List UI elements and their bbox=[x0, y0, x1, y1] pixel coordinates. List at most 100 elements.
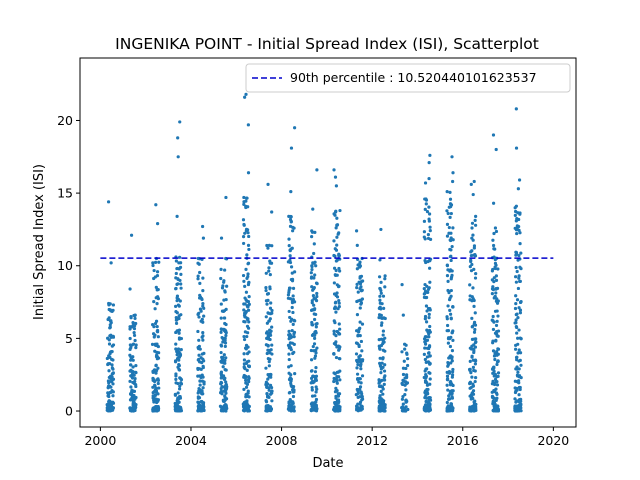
scatter-point bbox=[197, 408, 201, 412]
scatter-point bbox=[519, 363, 523, 367]
scatter-point bbox=[335, 374, 339, 379]
scatter-point bbox=[359, 367, 363, 371]
scatter-point bbox=[290, 329, 294, 333]
scatter-point bbox=[174, 342, 178, 346]
scatter-point bbox=[446, 397, 451, 401]
scatter-point bbox=[496, 314, 500, 318]
scatter-point bbox=[381, 392, 385, 396]
scatter-point bbox=[270, 343, 274, 347]
scatter-point bbox=[155, 288, 159, 292]
scatter-point bbox=[494, 338, 498, 342]
scatter-point bbox=[494, 398, 498, 402]
scatter-point bbox=[109, 333, 113, 337]
scatter-point bbox=[105, 402, 109, 407]
scatter-point bbox=[378, 364, 383, 368]
scatter-point bbox=[468, 265, 472, 269]
scatter-point bbox=[267, 348, 271, 353]
scatter-point bbox=[131, 409, 136, 413]
scatter-point bbox=[514, 312, 518, 317]
scatter-point bbox=[332, 352, 336, 356]
scatter-point bbox=[473, 276, 478, 280]
scatter-point bbox=[493, 226, 498, 230]
scatter-point bbox=[175, 318, 179, 322]
scatter-point bbox=[108, 399, 112, 404]
scatter-point bbox=[428, 225, 432, 229]
scatter-point bbox=[332, 168, 336, 172]
scatter-point bbox=[334, 300, 338, 304]
scatter-point bbox=[289, 190, 293, 194]
scatter-point bbox=[493, 357, 497, 362]
scatter-point bbox=[289, 381, 293, 386]
scatter-point bbox=[311, 288, 315, 292]
scatter-point bbox=[423, 357, 427, 362]
scatter-point bbox=[265, 385, 269, 389]
scatter-point bbox=[200, 389, 204, 393]
scatter-point bbox=[517, 379, 521, 383]
scatter-point bbox=[196, 329, 200, 334]
scatter-point bbox=[473, 399, 477, 403]
scatter-point bbox=[403, 376, 407, 380]
scatter-point bbox=[312, 303, 316, 307]
chart-title: INGENIKA POINT - Initial Spread Index (I… bbox=[115, 35, 539, 53]
scatter-point bbox=[378, 384, 383, 389]
scatter-point bbox=[134, 343, 138, 347]
scatter-point bbox=[401, 372, 406, 377]
scatter-point bbox=[468, 298, 472, 302]
scatter-point bbox=[241, 273, 246, 278]
scatter-point bbox=[424, 399, 428, 404]
scatter-point bbox=[222, 353, 226, 357]
scatter-point bbox=[132, 389, 137, 394]
scatter-point bbox=[198, 379, 202, 383]
scatter-point bbox=[359, 404, 363, 408]
scatter-point bbox=[288, 286, 292, 290]
scatter-point bbox=[311, 294, 316, 298]
scatter-point bbox=[515, 298, 520, 302]
scatter-point bbox=[428, 280, 432, 284]
scatter-point bbox=[269, 386, 274, 390]
scatter-point bbox=[516, 336, 520, 340]
scatter-point bbox=[337, 406, 341, 410]
scatter-point bbox=[269, 409, 273, 413]
scatter-point bbox=[197, 344, 201, 348]
scatter-point bbox=[496, 404, 500, 409]
scatter-point bbox=[242, 195, 246, 200]
scatter-point bbox=[496, 374, 500, 378]
scatter-point bbox=[513, 397, 517, 401]
scatter-point bbox=[154, 285, 158, 289]
scatter-point bbox=[428, 229, 432, 233]
scatter-point bbox=[428, 324, 432, 329]
scatter-point bbox=[448, 247, 452, 252]
scatter-point bbox=[450, 273, 454, 277]
scatter-point bbox=[288, 258, 292, 262]
scatter-point bbox=[423, 340, 427, 344]
scatter-point bbox=[244, 227, 249, 231]
scatter-point bbox=[334, 248, 339, 252]
scatter-point bbox=[515, 399, 519, 403]
scatter-point bbox=[356, 263, 360, 267]
scatter-point bbox=[490, 292, 494, 296]
scatter-point bbox=[224, 195, 228, 200]
scatter-point bbox=[423, 346, 427, 350]
scatter-point bbox=[427, 330, 431, 335]
scatter-point bbox=[156, 381, 160, 386]
scatter-point bbox=[150, 342, 155, 346]
scatter-point bbox=[287, 244, 291, 248]
scatter-point bbox=[401, 366, 406, 370]
scatter-point bbox=[332, 319, 336, 323]
scatter-point bbox=[309, 381, 313, 385]
scatter-point bbox=[380, 321, 384, 325]
x-tick-label: 2020 bbox=[537, 433, 569, 448]
scatter-point bbox=[310, 267, 314, 272]
scatter-point bbox=[244, 378, 248, 382]
scatter-point bbox=[287, 333, 291, 337]
x-axis-label: Date bbox=[312, 456, 343, 471]
scatter-point bbox=[173, 392, 177, 396]
scatter-point bbox=[470, 325, 474, 329]
scatter-point bbox=[178, 376, 182, 380]
scatter-point bbox=[152, 398, 156, 402]
scatter-point bbox=[264, 366, 268, 370]
scatter-point bbox=[293, 126, 297, 130]
scatter-point bbox=[355, 282, 359, 286]
scatter-point bbox=[309, 276, 314, 280]
scatter-point bbox=[448, 238, 452, 242]
